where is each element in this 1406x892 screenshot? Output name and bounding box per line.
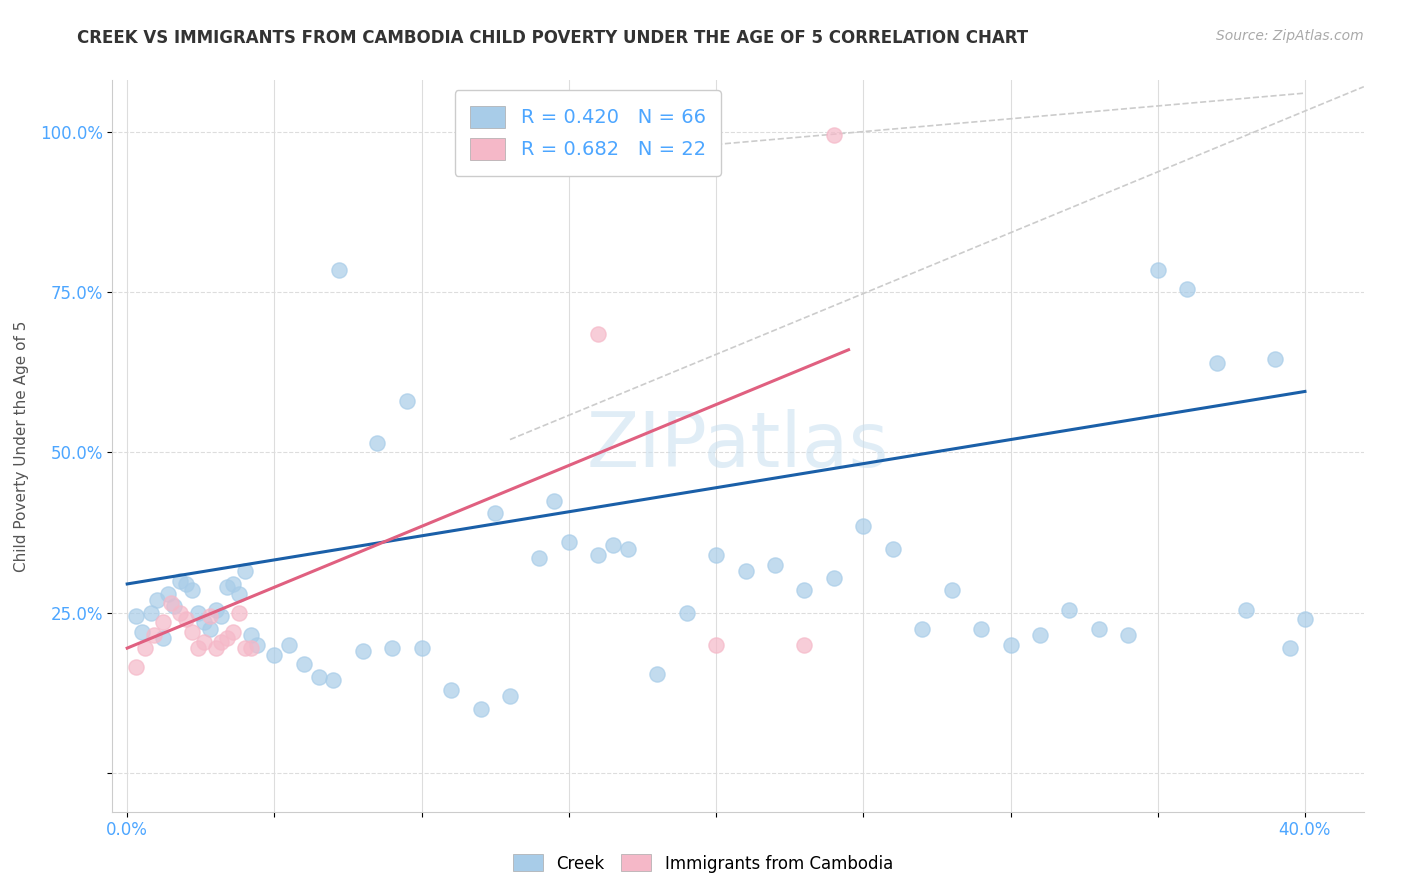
Point xyxy=(1294,612,1316,626)
Point xyxy=(1088,622,1111,636)
Text: ZIPatlas: ZIPatlas xyxy=(586,409,890,483)
Point xyxy=(1146,262,1168,277)
Point xyxy=(222,625,245,640)
Point xyxy=(970,622,993,636)
Point xyxy=(328,262,350,277)
Point xyxy=(228,586,250,600)
Point xyxy=(174,577,197,591)
Point xyxy=(134,641,156,656)
Point xyxy=(529,551,551,566)
Point xyxy=(322,673,344,688)
Point xyxy=(222,577,245,591)
Point xyxy=(187,641,209,656)
Point xyxy=(228,606,250,620)
Point xyxy=(193,615,215,630)
Point xyxy=(793,583,815,598)
Point xyxy=(204,602,226,616)
Point xyxy=(169,574,191,588)
Y-axis label: Child Poverty Under the Age of 5: Child Poverty Under the Age of 5 xyxy=(14,320,28,572)
Point xyxy=(411,641,433,656)
Point xyxy=(793,638,815,652)
Point xyxy=(1116,628,1139,642)
Point xyxy=(395,394,418,409)
Point xyxy=(209,634,232,648)
Point xyxy=(588,548,610,562)
Point xyxy=(209,609,232,624)
Point xyxy=(239,641,262,656)
Point xyxy=(181,583,204,598)
Point xyxy=(292,657,315,672)
Point xyxy=(852,519,875,533)
Point xyxy=(366,435,388,450)
Point xyxy=(1205,355,1227,369)
Point xyxy=(278,638,301,652)
Point xyxy=(381,641,404,656)
Point xyxy=(125,660,148,674)
Point xyxy=(131,625,153,640)
Point xyxy=(1234,602,1257,616)
Point xyxy=(187,606,209,620)
Point xyxy=(1000,638,1022,652)
Point xyxy=(499,690,522,704)
Point xyxy=(142,628,165,642)
Legend: R = 0.420   N = 66, R = 0.682   N = 22: R = 0.420 N = 66, R = 0.682 N = 22 xyxy=(454,90,721,176)
Point xyxy=(204,641,226,656)
Point xyxy=(152,632,174,646)
Point xyxy=(1059,602,1081,616)
Point xyxy=(217,580,239,594)
Point xyxy=(157,586,180,600)
Point xyxy=(139,606,162,620)
Point xyxy=(704,548,727,562)
Point xyxy=(911,622,934,636)
Point xyxy=(588,326,610,341)
Point xyxy=(352,644,374,658)
Text: CREEK VS IMMIGRANTS FROM CAMBODIA CHILD POVERTY UNDER THE AGE OF 5 CORRELATION C: CREEK VS IMMIGRANTS FROM CAMBODIA CHILD … xyxy=(77,29,1028,46)
Point xyxy=(823,570,845,584)
Point xyxy=(233,564,256,578)
Point xyxy=(145,593,167,607)
Legend: Creek, Immigrants from Cambodia: Creek, Immigrants from Cambodia xyxy=(506,847,900,880)
Point xyxy=(602,538,624,552)
Point xyxy=(308,670,330,684)
Point xyxy=(823,128,845,142)
Point xyxy=(704,638,727,652)
Point xyxy=(440,682,463,697)
Point xyxy=(675,606,697,620)
Point xyxy=(1264,352,1286,367)
Point xyxy=(470,702,492,716)
Point xyxy=(1175,282,1198,296)
Point xyxy=(198,622,221,636)
Point xyxy=(152,615,174,630)
Point xyxy=(169,606,191,620)
Point xyxy=(160,596,183,610)
Point xyxy=(239,628,262,642)
Point xyxy=(263,648,285,662)
Point xyxy=(246,638,269,652)
Point xyxy=(763,558,786,572)
Point xyxy=(181,625,204,640)
Point xyxy=(882,541,904,556)
Point xyxy=(543,493,565,508)
Point xyxy=(233,641,256,656)
Point xyxy=(616,541,638,556)
Point xyxy=(645,666,668,681)
Point xyxy=(163,599,186,614)
Point xyxy=(558,535,581,549)
Point xyxy=(193,634,215,648)
Point xyxy=(484,507,506,521)
Point xyxy=(125,609,148,624)
Point xyxy=(734,564,756,578)
Point xyxy=(1279,641,1302,656)
Point xyxy=(174,612,197,626)
Text: Source: ZipAtlas.com: Source: ZipAtlas.com xyxy=(1216,29,1364,43)
Point xyxy=(217,632,239,646)
Point xyxy=(198,609,221,624)
Point xyxy=(941,583,963,598)
Point xyxy=(1029,628,1052,642)
